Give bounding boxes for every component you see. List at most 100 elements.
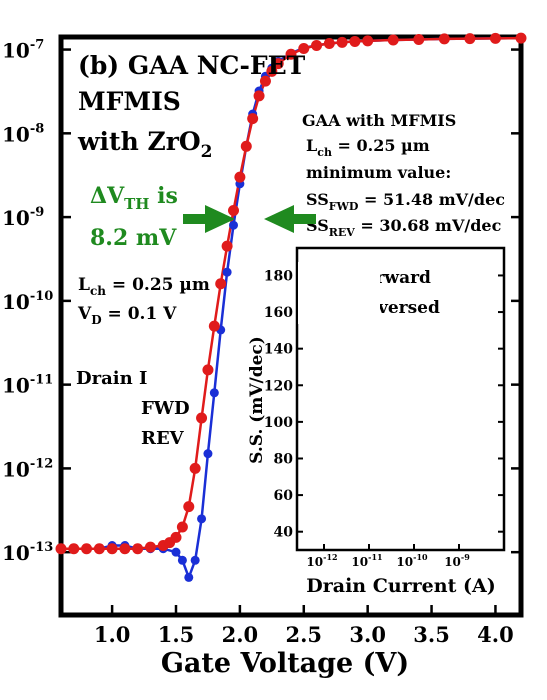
- series-line-rev: [61, 36, 522, 550]
- data-point-rev: [311, 39, 323, 51]
- arrow-right-icon: [183, 205, 235, 233]
- data-point-fwd: [222, 267, 232, 277]
- inset-y-tick-label: 100: [264, 415, 293, 431]
- inset-x-tick-labels: 10-12 10-11 10-10 10-9: [306, 552, 470, 569]
- data-point-rev: [240, 140, 252, 152]
- data-point-rev: [336, 36, 348, 48]
- data-point-rev: [349, 35, 361, 47]
- inset-y-tick-label: 140: [264, 342, 293, 358]
- data-point-fwd: [229, 220, 238, 230]
- data-point-rev: [228, 204, 239, 216]
- data-point-fwd: [190, 555, 200, 565]
- gaa-annotation-line1: GAA with MFMIS: [302, 111, 456, 130]
- data-point-rev: [119, 543, 131, 555]
- x-tick-label: 2.5: [286, 622, 323, 647]
- vd-annotation: VD = 0.1 V: [77, 304, 177, 327]
- data-point-rev: [176, 521, 188, 533]
- inset-y-tick-label: 60: [274, 488, 294, 504]
- data-point-rev: [259, 75, 271, 87]
- inset-x-tick-label: 10-9: [444, 552, 470, 569]
- gaa-annotation-line3: minimum value:: [306, 163, 451, 182]
- inset-x-tick-label: 10-11: [351, 552, 382, 569]
- data-point-rev: [183, 501, 195, 513]
- chart-title-line2: MFMIS: [78, 87, 181, 116]
- inset-y-tick-label: 180: [264, 268, 293, 284]
- y-tick-label: 10-12: [2, 456, 53, 481]
- chart-title-subscript: 2: [201, 142, 213, 162]
- lch-annotation: Lch = 0.25 µm: [78, 275, 210, 298]
- y-tick-label: 10-11: [2, 373, 53, 398]
- x-tick-label: 1.5: [158, 622, 195, 647]
- data-point-rev: [247, 113, 259, 125]
- data-point-rev: [298, 42, 310, 54]
- data-point-rev: [202, 364, 214, 376]
- data-point-rev: [272, 58, 284, 70]
- data-point-rev: [413, 33, 425, 45]
- data-point-rev: [215, 278, 227, 290]
- data-point-rev: [93, 543, 105, 555]
- inset-x-tick-label: 10-10: [396, 552, 428, 569]
- x-tick-label: 3.5: [413, 622, 450, 647]
- inset-x-tick-label: 10-12: [306, 552, 337, 569]
- x-axis-label: Gate Voltage (V): [161, 648, 409, 679]
- data-point-rev: [362, 35, 374, 47]
- x-tick-labels: 1.0 1.5 2.0 2.5 3.0 3.5 4.0: [94, 622, 514, 647]
- plot-frame: [58, 34, 524, 618]
- y-tick-labels: 10-7 10-8 10-9 10-10 10-11 10-12 10-13: [2, 38, 53, 566]
- data-point-rev: [189, 462, 201, 474]
- inset-legend-cover: [298, 262, 380, 324]
- inset-y-tick-label: 160: [264, 305, 293, 321]
- data-point-rev: [489, 32, 501, 44]
- inset-y-axis-label: S.S. (mV/dec): [247, 336, 267, 464]
- x-tick-label: 2.0: [222, 622, 259, 647]
- legend-fwd: FWD: [141, 398, 190, 419]
- data-point-rev: [464, 33, 476, 45]
- delta-vth-label: ΔVTH is: [90, 183, 178, 213]
- data-point-fwd: [184, 572, 194, 582]
- arrow-left-icon: [264, 205, 316, 233]
- gaa-annotation-ssrev: SSREV = 30.68 mV/dec: [306, 216, 502, 239]
- data-point-fwd: [197, 514, 207, 524]
- y-tick-label: 10-9: [2, 205, 44, 230]
- data-point-rev: [68, 543, 80, 555]
- data-point-rev: [234, 171, 246, 183]
- inset-y-tick-label: 40: [274, 525, 294, 541]
- chart-title-line1: (b) GAA NC-FET: [78, 51, 306, 80]
- data-point-fwd: [171, 547, 181, 557]
- legend-rev: REV: [141, 428, 185, 449]
- data-point-rev: [106, 543, 118, 555]
- gaa-annotation-line2: Lch = 0.25 µm: [306, 136, 430, 159]
- delta-vth-value: 8.2 mV: [90, 225, 177, 251]
- axis-ticks: [61, 48, 521, 615]
- data-point-fwd: [209, 388, 219, 398]
- data-point-fwd: [177, 555, 187, 565]
- data-point-rev: [253, 90, 265, 102]
- data-point-rev: [221, 240, 233, 252]
- inset-y-tick-label: 80: [274, 451, 294, 467]
- x-tick-label: 4.0: [477, 622, 514, 647]
- data-point-rev: [144, 541, 156, 553]
- gaa-annotation-ssfwd: SSFWD = 51.48 mV/dec: [306, 190, 505, 213]
- data-point-rev: [285, 48, 297, 60]
- drain-label: Drain I: [76, 368, 147, 389]
- inset-y-tick-label: 120: [264, 378, 293, 394]
- data-point-rev: [515, 32, 527, 44]
- data-point-rev: [387, 34, 399, 46]
- series-layer: [55, 32, 527, 582]
- data-point-rev: [266, 65, 278, 77]
- data-point-rev: [438, 33, 450, 45]
- y-tick-label: 10-8: [2, 121, 44, 146]
- y-tick-label: 10-13: [2, 540, 53, 565]
- y-tick-label: 10-7: [2, 38, 44, 63]
- data-point-rev: [170, 531, 182, 543]
- data-point-rev: [323, 38, 335, 50]
- data-point-rev: [196, 412, 208, 424]
- x-tick-label: 3.0: [349, 622, 386, 647]
- data-point-fwd: [203, 449, 213, 459]
- x-tick-label: 1.0: [94, 622, 131, 647]
- data-point-rev: [132, 543, 144, 555]
- inset-x-axis-label: Drain Current (A): [306, 575, 495, 597]
- chart-title-line3: with ZrO2: [77, 127, 213, 162]
